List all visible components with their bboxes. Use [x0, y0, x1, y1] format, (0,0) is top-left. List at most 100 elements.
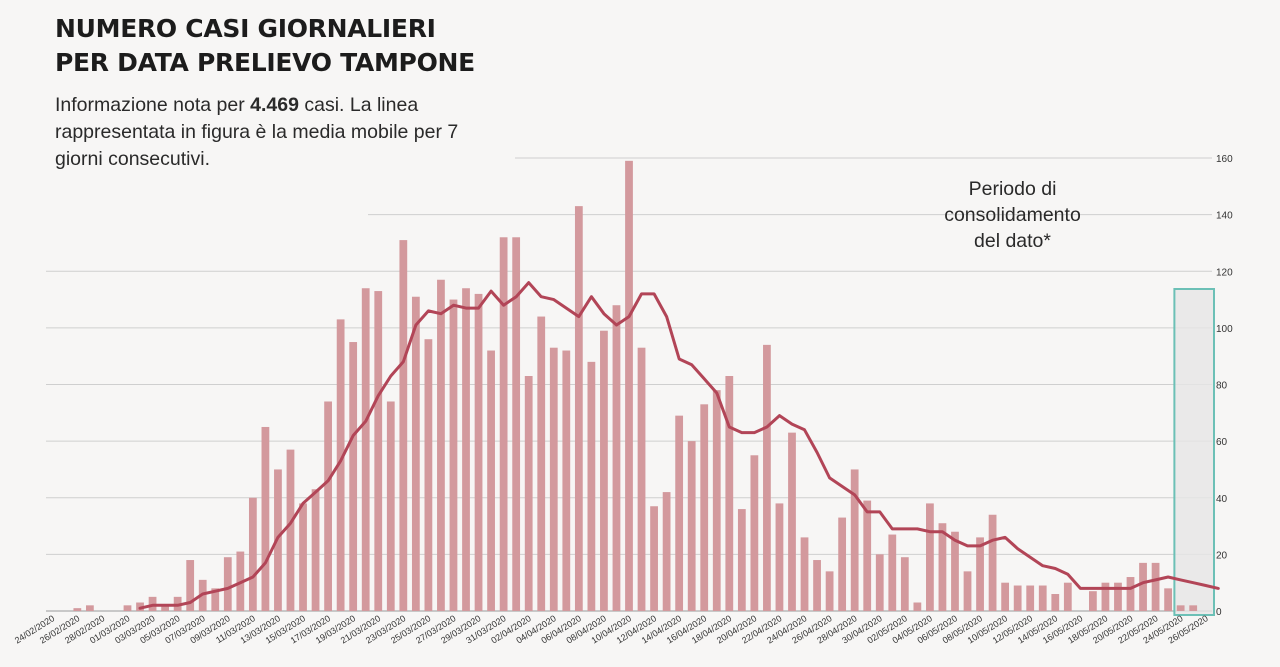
bar — [775, 503, 784, 611]
bar — [324, 401, 332, 611]
bar — [1013, 585, 1022, 611]
bar — [763, 344, 771, 611]
bar — [600, 330, 608, 611]
bar — [637, 347, 646, 611]
bar — [675, 415, 684, 611]
y-tick-label: 160 — [1216, 154, 1233, 165]
bar — [976, 537, 984, 611]
bar — [386, 401, 395, 611]
bar — [800, 537, 809, 611]
y-tick-label: 60 — [1216, 437, 1228, 448]
bar — [462, 288, 470, 611]
bar — [650, 506, 658, 611]
bar — [361, 288, 370, 611]
bar — [687, 441, 696, 611]
x-axis-ticks: 24/02/202026/02/202028/02/202001/03/2020… — [13, 613, 1210, 645]
bar — [1151, 562, 1160, 611]
bar — [248, 497, 257, 611]
bar — [311, 489, 320, 611]
bar — [474, 293, 483, 611]
bar — [411, 296, 420, 611]
bar — [850, 469, 859, 611]
chart-title: NUMERO CASI GIORNALIERI PER DATA PRELIEV… — [55, 12, 475, 80]
known-cases-count: 4.469 — [250, 94, 299, 116]
bar — [1189, 605, 1198, 611]
bar — [286, 449, 295, 611]
bar — [499, 237, 508, 611]
bar — [725, 376, 734, 611]
bar — [437, 279, 445, 611]
bar — [813, 560, 821, 611]
chart-title-line-2: PER DATA PRELIEVO TAMPONE — [55, 48, 475, 77]
bar — [913, 602, 922, 611]
bar — [223, 557, 232, 611]
consolidation-highlight — [1173, 288, 1215, 616]
annotation-line-1: Periodo di — [968, 178, 1057, 200]
bar — [1026, 585, 1035, 611]
bar — [211, 588, 220, 611]
bar — [161, 605, 169, 611]
bar — [186, 560, 195, 611]
bar — [625, 160, 633, 612]
y-axis-ticks: 0 20 40 60 80 100 120 140 160 — [1216, 154, 1233, 618]
bar — [574, 206, 583, 611]
bar — [750, 455, 759, 611]
bar — [1051, 594, 1060, 611]
bar — [1164, 588, 1173, 611]
bar — [399, 240, 408, 611]
bar — [737, 509, 746, 611]
consolidation-box — [1173, 288, 1215, 616]
y-tick-label: 40 — [1216, 494, 1228, 505]
bar — [85, 605, 94, 611]
bar — [524, 376, 533, 611]
y-tick-label: 140 — [1216, 211, 1233, 222]
bar — [562, 350, 571, 611]
bar — [123, 605, 132, 611]
bar — [700, 404, 709, 611]
bar — [587, 361, 596, 611]
y-tick-label: 80 — [1216, 381, 1228, 392]
bar — [875, 554, 884, 611]
bar — [1139, 562, 1147, 611]
bar — [73, 608, 82, 611]
bar — [549, 347, 558, 611]
bar — [612, 305, 621, 611]
bar — [963, 571, 972, 611]
y-tick-label: 20 — [1216, 550, 1228, 561]
bar — [938, 523, 947, 611]
bar — [712, 390, 721, 611]
chart-subtitle: Informazione nota per 4.469 casi. La lin… — [55, 92, 495, 173]
bar — [1126, 577, 1135, 611]
bar — [825, 571, 834, 611]
bar — [888, 534, 897, 611]
bar — [951, 531, 959, 611]
bar — [1114, 582, 1122, 611]
bar — [1063, 582, 1072, 611]
bar-series — [73, 160, 1198, 612]
subtitle-suffix: casi. La linea rappresentata in figura è… — [55, 94, 459, 170]
annotation-line-3: del dato* — [974, 230, 1051, 252]
bar — [926, 503, 934, 611]
bar — [662, 492, 671, 611]
bar — [1001, 582, 1010, 611]
bar — [537, 316, 546, 611]
moving-average-line — [138, 281, 1220, 610]
annotation-line-2: consolidamento — [944, 204, 1081, 226]
bar — [1038, 585, 1047, 611]
bar — [424, 339, 433, 611]
bar — [1101, 582, 1110, 611]
bar — [788, 432, 796, 611]
chart-title-line-1: NUMERO CASI GIORNALIERI — [55, 14, 436, 43]
bar — [1089, 591, 1097, 611]
bar — [349, 342, 358, 611]
bar — [336, 319, 345, 611]
bar — [299, 503, 307, 611]
bar — [900, 557, 909, 611]
y-tick-label: 120 — [1216, 267, 1233, 278]
y-tick-label: 100 — [1216, 324, 1233, 335]
bar — [449, 299, 458, 611]
bar — [1176, 605, 1185, 611]
bar — [374, 291, 383, 611]
bar — [261, 426, 270, 611]
